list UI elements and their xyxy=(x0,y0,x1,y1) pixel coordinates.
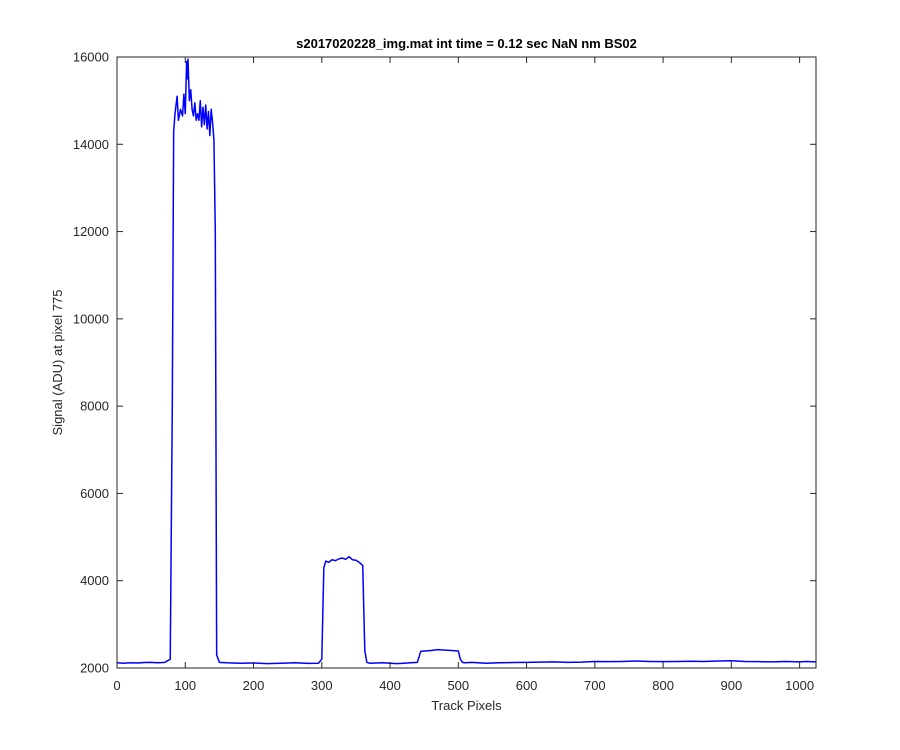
x-tick-label: 0 xyxy=(113,678,120,693)
y-tick-label: 12000 xyxy=(73,224,109,239)
y-axis-label: Signal (ADU) at pixel 775 xyxy=(50,290,65,436)
y-tick-label: 4000 xyxy=(80,573,109,588)
y-tick-label: 2000 xyxy=(80,661,109,676)
x-tick-label: 600 xyxy=(516,678,538,693)
y-tick-label: 10000 xyxy=(73,311,109,326)
y-tick-label: 8000 xyxy=(80,399,109,414)
x-tick-label: 1000 xyxy=(785,678,814,693)
chart-title: s2017020228_img.mat int time = 0.12 sec … xyxy=(296,36,637,51)
x-tick-label: 900 xyxy=(721,678,743,693)
y-tick-label: 6000 xyxy=(80,486,109,501)
x-tick-label: 100 xyxy=(174,678,196,693)
x-tick-label: 300 xyxy=(311,678,333,693)
plot-frame xyxy=(116,56,817,669)
x-tick-label: 700 xyxy=(584,678,606,693)
x-tick-label: 400 xyxy=(379,678,401,693)
y-tick-label: 16000 xyxy=(73,50,109,65)
x-axis-ticks: 0 100 200 300 400 500 600 700 800 900 1000 xyxy=(113,57,814,693)
x-tick-label: 800 xyxy=(652,678,674,693)
y-tick-label: 14000 xyxy=(73,137,109,152)
x-tick-label: 500 xyxy=(447,678,469,693)
x-tick-label: 200 xyxy=(243,678,265,693)
plot-area xyxy=(117,57,816,668)
y-axis-ticks: 2000 4000 6000 8000 10000 12000 14000 16000 xyxy=(73,50,816,676)
series-line xyxy=(116,58,817,665)
x-axis-label: Track Pixels xyxy=(431,698,502,713)
